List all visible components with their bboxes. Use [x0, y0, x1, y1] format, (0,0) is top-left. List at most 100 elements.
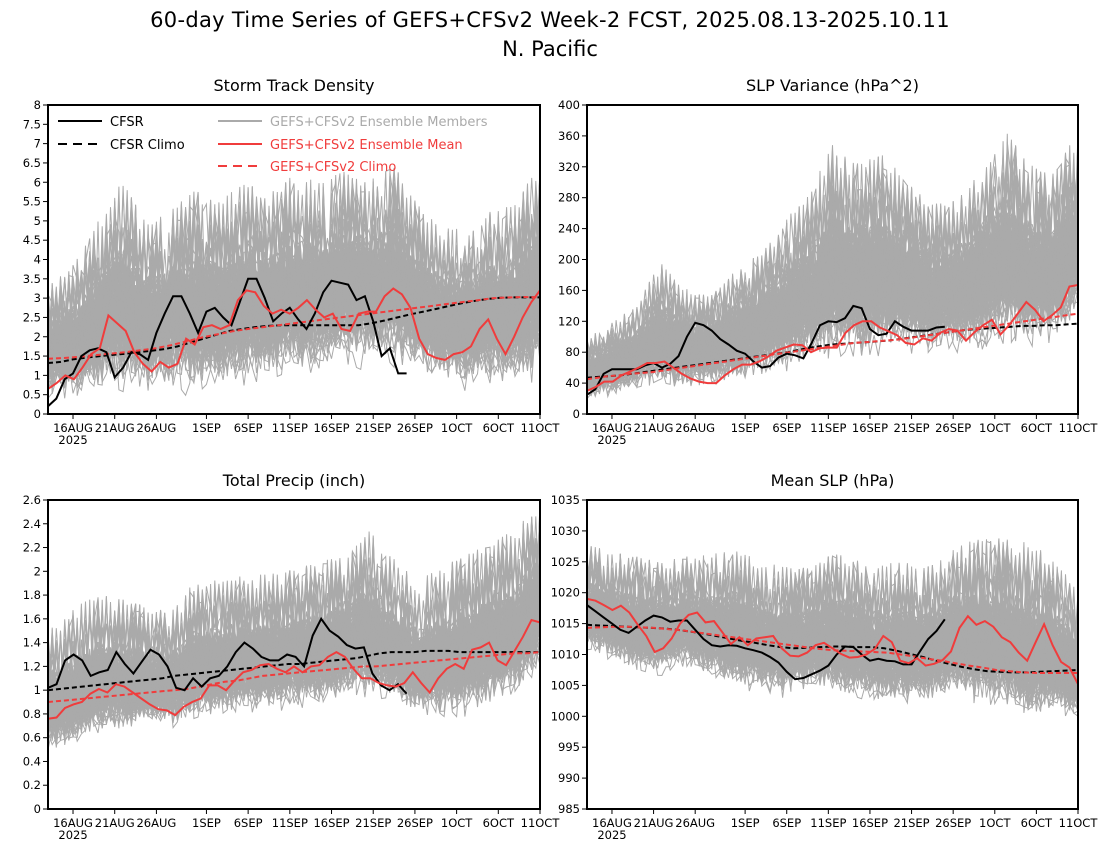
y-tick-label: 0	[573, 407, 580, 421]
series-gefs-cfsv2-ensemble-mean	[587, 597, 1078, 685]
x-tick-label: 1OCT	[979, 421, 1011, 435]
series-gefs-cfsv2-ensemble-mean	[48, 618, 540, 720]
y-tick-label: 2.5	[23, 310, 41, 324]
panel-title: Mean SLP (hPa)	[771, 471, 895, 490]
ensemble-member-line	[48, 569, 540, 722]
legend-item: GEFS+CFSv2 Ensemble Mean	[218, 138, 463, 153]
plot-frame	[47, 499, 541, 810]
x-tick-label: 26AUG	[136, 816, 176, 830]
series-cfsr	[48, 616, 408, 695]
y-tick-label: 2.6	[23, 493, 41, 507]
x-tick-label: 21SEP	[893, 816, 929, 830]
ensemble-member-line	[587, 555, 1078, 717]
ensemble-member-line	[587, 569, 1078, 689]
x-tick-label: 1OCT	[441, 421, 473, 435]
x-tick-label: 6SEP	[234, 816, 263, 830]
panel-title: Storm Track Density	[214, 76, 375, 95]
y-tick-label: 1010	[551, 648, 580, 662]
legend-label: CFSR Climo	[110, 138, 185, 153]
x-tick-label: 1SEP	[192, 421, 221, 435]
x-tick-label: 1OCT	[441, 816, 473, 830]
y-tick-label: 1.8	[23, 588, 41, 602]
y-tick-label: 1.4	[23, 636, 41, 650]
y-tick-label: 1.2	[23, 659, 41, 673]
ensemble-member-line	[587, 141, 1078, 390]
x-year-label: 2025	[58, 828, 87, 842]
y-tick-label: 1025	[551, 555, 580, 569]
panel-3: 0 0.2 0.4 0.6 0.8 1 1.2 1.4 1.6 1.8 2 2.2 2.4 2.6 16AU…	[23, 471, 561, 842]
legend-label: GEFS+CFSv2 Ensemble Members	[270, 115, 488, 130]
series-gefs-cfsv2-climo	[48, 651, 540, 703]
series-cfsr	[587, 604, 946, 681]
y-tick-label: 400	[558, 98, 580, 112]
x-tick-label: 6SEP	[234, 421, 263, 435]
x-tick-label: 6OCT	[1021, 421, 1053, 435]
x-tick-label: 16AUG	[53, 816, 93, 830]
x-tick-label: 11SEP	[810, 816, 846, 830]
y-tick-label: 360	[558, 129, 580, 143]
y-tick-label: 1015	[551, 617, 580, 631]
ensemble-member-line	[48, 537, 540, 729]
series-gefs-cfsv2-climo	[48, 295, 540, 360]
y-tick-label: 7	[34, 137, 41, 151]
ensemble-member-line	[587, 166, 1078, 377]
x-tick-label: 1SEP	[731, 816, 760, 830]
figure-title: 60-day Time Series of GEFS+CFSv2 Week-2 …	[150, 8, 950, 32]
x-year-label: 2025	[58, 433, 87, 447]
series-cfsr-climo	[48, 649, 540, 692]
y-tick-label: 1000	[551, 709, 580, 723]
panel-4: 985 990 995 1000 1005 1010 1015 1020 1025 1030 103…	[551, 471, 1099, 842]
y-tick-label: 5.5	[23, 195, 41, 209]
y-tick-label: 4	[34, 253, 41, 267]
x-tick-label: 26AUG	[136, 421, 176, 435]
y-tick-label: 0.8	[23, 707, 41, 721]
y-tick-label: 995	[558, 740, 580, 754]
y-tick-label: 1005	[551, 678, 580, 692]
ensemble-member-line	[587, 553, 1078, 699]
x-tick-label: 16AUG	[592, 816, 632, 830]
ensemble-member-line	[587, 569, 1078, 709]
x-tick-label: 11OCT	[1059, 421, 1099, 435]
y-tick-label: 7.5	[23, 117, 41, 131]
y-tick-label: 0	[34, 802, 41, 816]
series-gefs-cfsv2-climo	[587, 625, 1078, 674]
y-tick-label: 240	[558, 222, 580, 236]
ensemble-member-line	[587, 162, 1078, 371]
panel-title: Total Precip (inch)	[222, 471, 365, 490]
figure-subtitle: N. Pacific	[502, 37, 598, 61]
x-tick-label: 16SEP	[313, 816, 349, 830]
legend-item: CFSR	[58, 115, 144, 130]
x-tick-label: 16SEP	[313, 421, 349, 435]
y-tick-label: 1020	[551, 586, 580, 600]
x-tick-label: 6SEP	[772, 421, 801, 435]
ensemble-member-line	[587, 145, 1078, 374]
ensemble-members	[587, 132, 1078, 400]
x-tick-label: 6OCT	[483, 421, 515, 435]
y-tick-label: 1	[34, 683, 41, 697]
y-tick-label: 6.5	[23, 156, 41, 170]
y-tick-label: 200	[558, 253, 580, 267]
x-tick-label: 16SEP	[852, 421, 888, 435]
ensemble-member-line	[48, 186, 540, 392]
y-tick-label: 0.4	[23, 754, 41, 768]
ensemble-member-line	[587, 145, 1078, 375]
ensemble-member-line	[48, 180, 540, 360]
ensemble-member-line	[587, 538, 1078, 684]
x-tick-label: 21AUG	[95, 816, 135, 830]
series-cfsr	[587, 304, 945, 396]
y-tick-label: 160	[558, 283, 580, 297]
y-tick-label: 0.2	[23, 778, 41, 792]
x-tick-label: 6OCT	[483, 816, 515, 830]
y-tick-label: 3	[34, 291, 41, 305]
legend-item: CFSR Climo	[58, 138, 185, 153]
ensemble-members	[48, 500, 540, 750]
ensemble-members	[587, 538, 1078, 717]
x-tick-label: 21AUG	[634, 816, 674, 830]
y-tick-label: 40	[565, 376, 580, 390]
y-tick-label: 3.5	[23, 272, 41, 286]
ensemble-member-line	[587, 185, 1078, 393]
x-tick-label: 11SEP	[272, 816, 308, 830]
y-tick-label: 4.5	[23, 233, 41, 247]
x-tick-label: 1OCT	[979, 816, 1011, 830]
